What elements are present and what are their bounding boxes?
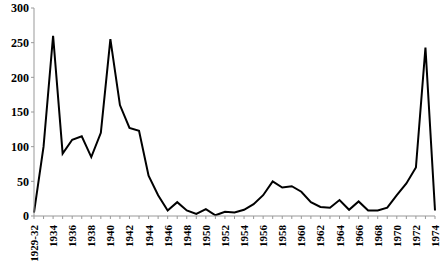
svg-text:100: 100 — [11, 140, 29, 154]
svg-text:1934: 1934 — [47, 225, 59, 248]
svg-text:1964: 1964 — [334, 225, 346, 248]
svg-text:1956: 1956 — [257, 225, 269, 248]
svg-text:1938: 1938 — [85, 225, 97, 248]
svg-text:1944: 1944 — [143, 225, 155, 248]
svg-text:50: 50 — [17, 175, 29, 189]
svg-text:1958: 1958 — [276, 225, 288, 248]
svg-text:1972: 1972 — [410, 225, 422, 248]
svg-text:1936: 1936 — [66, 225, 78, 248]
svg-text:0: 0 — [23, 209, 29, 223]
svg-text:1960: 1960 — [295, 225, 307, 248]
svg-text:1962: 1962 — [314, 225, 326, 248]
svg-text:1950: 1950 — [200, 225, 212, 248]
svg-text:1966: 1966 — [353, 225, 365, 248]
svg-text:1970: 1970 — [391, 225, 403, 248]
svg-text:300: 300 — [11, 1, 29, 15]
svg-text:1929-32: 1929-32 — [28, 225, 40, 262]
svg-text:150: 150 — [11, 105, 29, 119]
svg-text:1974: 1974 — [429, 225, 435, 248]
svg-text:1946: 1946 — [162, 225, 174, 248]
svg-text:1940: 1940 — [104, 225, 116, 248]
svg-text:1952: 1952 — [219, 225, 231, 248]
svg-text:1942: 1942 — [123, 225, 135, 248]
svg-text:1954: 1954 — [238, 225, 250, 248]
svg-text:1968: 1968 — [372, 225, 384, 248]
svg-text:200: 200 — [11, 71, 29, 85]
svg-text:1948: 1948 — [181, 225, 193, 248]
svg-text:250: 250 — [11, 36, 29, 50]
